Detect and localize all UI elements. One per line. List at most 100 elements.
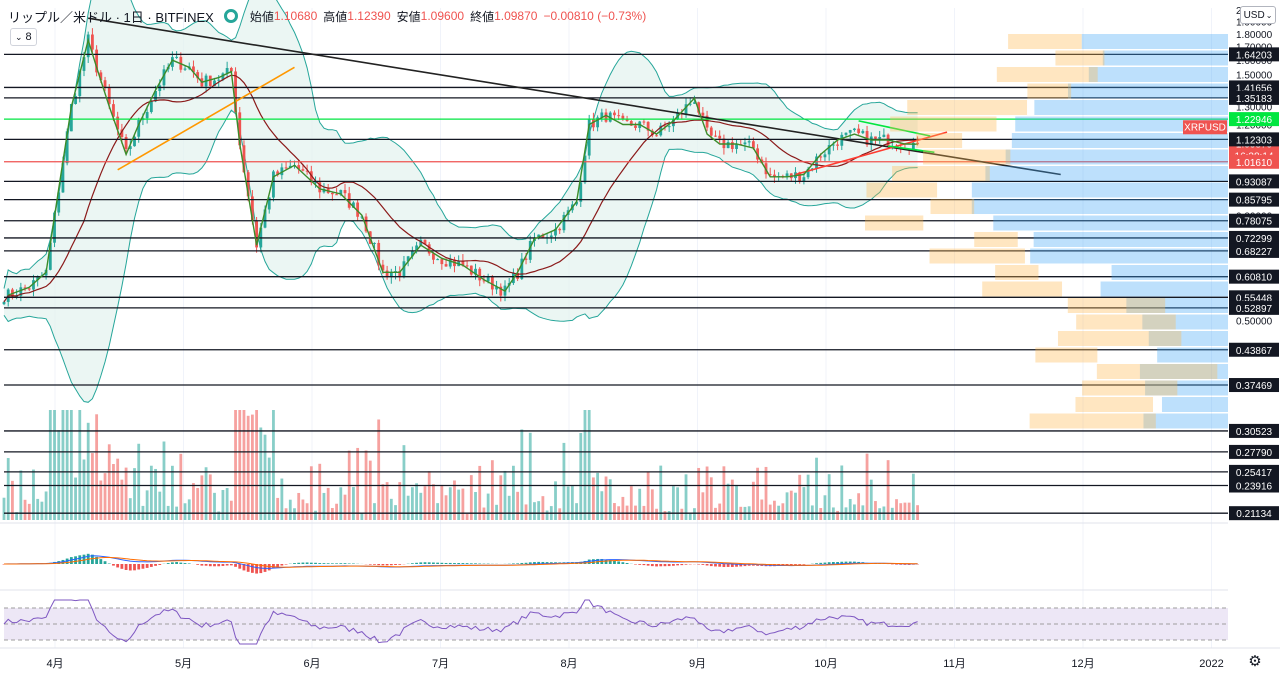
macd-histogram-bar xyxy=(663,564,667,567)
volume-bar xyxy=(192,483,195,520)
volume-bar xyxy=(874,501,877,520)
volume-bar xyxy=(684,474,688,520)
gear-icon[interactable]: ⚙ xyxy=(1248,653,1262,670)
volume-bar xyxy=(6,458,10,520)
candle-body xyxy=(234,71,237,113)
macd-histogram-bar xyxy=(175,562,179,564)
symbol-title[interactable]: リップル／米ドル · 1日 · BITFINEX xyxy=(8,9,214,25)
level-price-label: 0.21134 xyxy=(1236,509,1272,520)
currency-button[interactable]: USD ⌄ xyxy=(1240,6,1276,24)
candle-body xyxy=(402,261,406,278)
price-tick-label: 1.30000 xyxy=(1236,103,1273,114)
volume-bar xyxy=(751,481,755,520)
volume-bar xyxy=(280,478,284,520)
volume-bar xyxy=(221,490,225,520)
macd-histogram-bar xyxy=(440,562,444,564)
candle-body xyxy=(250,196,254,221)
volume-bar xyxy=(570,486,574,520)
volume-bar xyxy=(69,410,73,520)
candle-body xyxy=(86,34,90,58)
volume-bar xyxy=(789,490,793,520)
candle-body xyxy=(440,259,444,265)
candle-body xyxy=(613,112,616,116)
volume-bar xyxy=(495,504,498,520)
chevron-down-icon: ⌄ xyxy=(15,31,23,42)
volume-bar xyxy=(389,498,393,520)
candle-body xyxy=(373,242,376,244)
volume-bar xyxy=(398,482,402,520)
volume-bar xyxy=(676,487,679,520)
volume-profile-bar xyxy=(982,281,1063,297)
volume-profile-bar xyxy=(971,182,1228,198)
macd-histogram-bar xyxy=(330,563,334,564)
volume-bar xyxy=(225,488,229,520)
macd-histogram-bar xyxy=(171,562,174,564)
level-price-label: 0.37469 xyxy=(1236,381,1273,392)
macd-histogram-bar xyxy=(895,564,898,565)
candle-body xyxy=(213,80,216,86)
candle-body xyxy=(693,102,696,104)
macd-histogram-bar xyxy=(318,563,322,564)
candle-body xyxy=(802,177,806,182)
candle-body xyxy=(352,202,355,208)
candle-body xyxy=(701,112,705,116)
macd-histogram-bar xyxy=(587,559,591,564)
volume-profile-bar xyxy=(1005,149,1228,165)
trendline xyxy=(88,17,1061,176)
volume-bar xyxy=(263,434,267,520)
macd-histogram-bar xyxy=(225,564,229,566)
candle-body xyxy=(634,125,637,128)
candle-body xyxy=(874,136,877,139)
macd-histogram-bar xyxy=(200,564,204,566)
volume-profile-bar xyxy=(1015,116,1228,132)
market-status-icon xyxy=(223,9,238,23)
macd-histogram-bar xyxy=(444,562,448,564)
candle-body xyxy=(225,68,229,74)
candle-body xyxy=(827,145,831,155)
level-price-tag xyxy=(1229,423,1279,438)
macd-histogram-bar xyxy=(743,564,747,567)
macd-histogram-bar xyxy=(512,563,515,564)
volume-bar xyxy=(520,429,524,520)
time-axis-label: 7月 xyxy=(432,658,449,670)
volume-profile-bar xyxy=(1011,133,1228,148)
volume-bar xyxy=(149,465,153,520)
volume-bar xyxy=(768,504,772,520)
level-price-label: 0.27790 xyxy=(1236,448,1273,459)
candle-body xyxy=(91,34,94,50)
candle-body xyxy=(133,136,136,147)
macd-histogram-bar xyxy=(718,564,722,567)
volume-bar xyxy=(440,484,444,520)
candle-body xyxy=(798,172,802,182)
volume-bar xyxy=(74,477,77,520)
volume-bar xyxy=(204,467,208,520)
volume-bar xyxy=(187,499,191,520)
indicators-toggle[interactable]: ⌄ 8 xyxy=(10,28,37,46)
level-price-label: 0.68227 xyxy=(1236,247,1273,258)
candle-body xyxy=(309,171,313,183)
candle-body xyxy=(604,112,608,122)
volume-bar xyxy=(419,492,423,520)
volume-profile-bar xyxy=(865,215,924,231)
level-price-tag xyxy=(1229,444,1279,459)
price-tick-label: 1.50000 xyxy=(1236,71,1273,82)
macd-histogram-bar xyxy=(166,563,170,564)
volume-bar xyxy=(709,477,713,520)
level-price-label: 0.60810 xyxy=(1236,273,1273,284)
signal-line xyxy=(4,557,918,568)
volume-profile-bar xyxy=(923,149,1011,165)
volume-bar xyxy=(128,498,132,520)
volume-bar xyxy=(596,472,600,520)
volume-profile-bar xyxy=(985,166,1228,181)
volume-bar xyxy=(667,511,671,520)
volume-bar xyxy=(183,503,187,520)
macd-histogram-bar xyxy=(124,564,128,570)
volume-bar xyxy=(284,508,288,520)
macd-histogram-bar xyxy=(844,561,848,564)
macd-histogram-bar xyxy=(823,562,827,564)
candle-body xyxy=(276,171,280,176)
macd-histogram-bar xyxy=(659,564,663,567)
volume-bar xyxy=(911,473,915,520)
